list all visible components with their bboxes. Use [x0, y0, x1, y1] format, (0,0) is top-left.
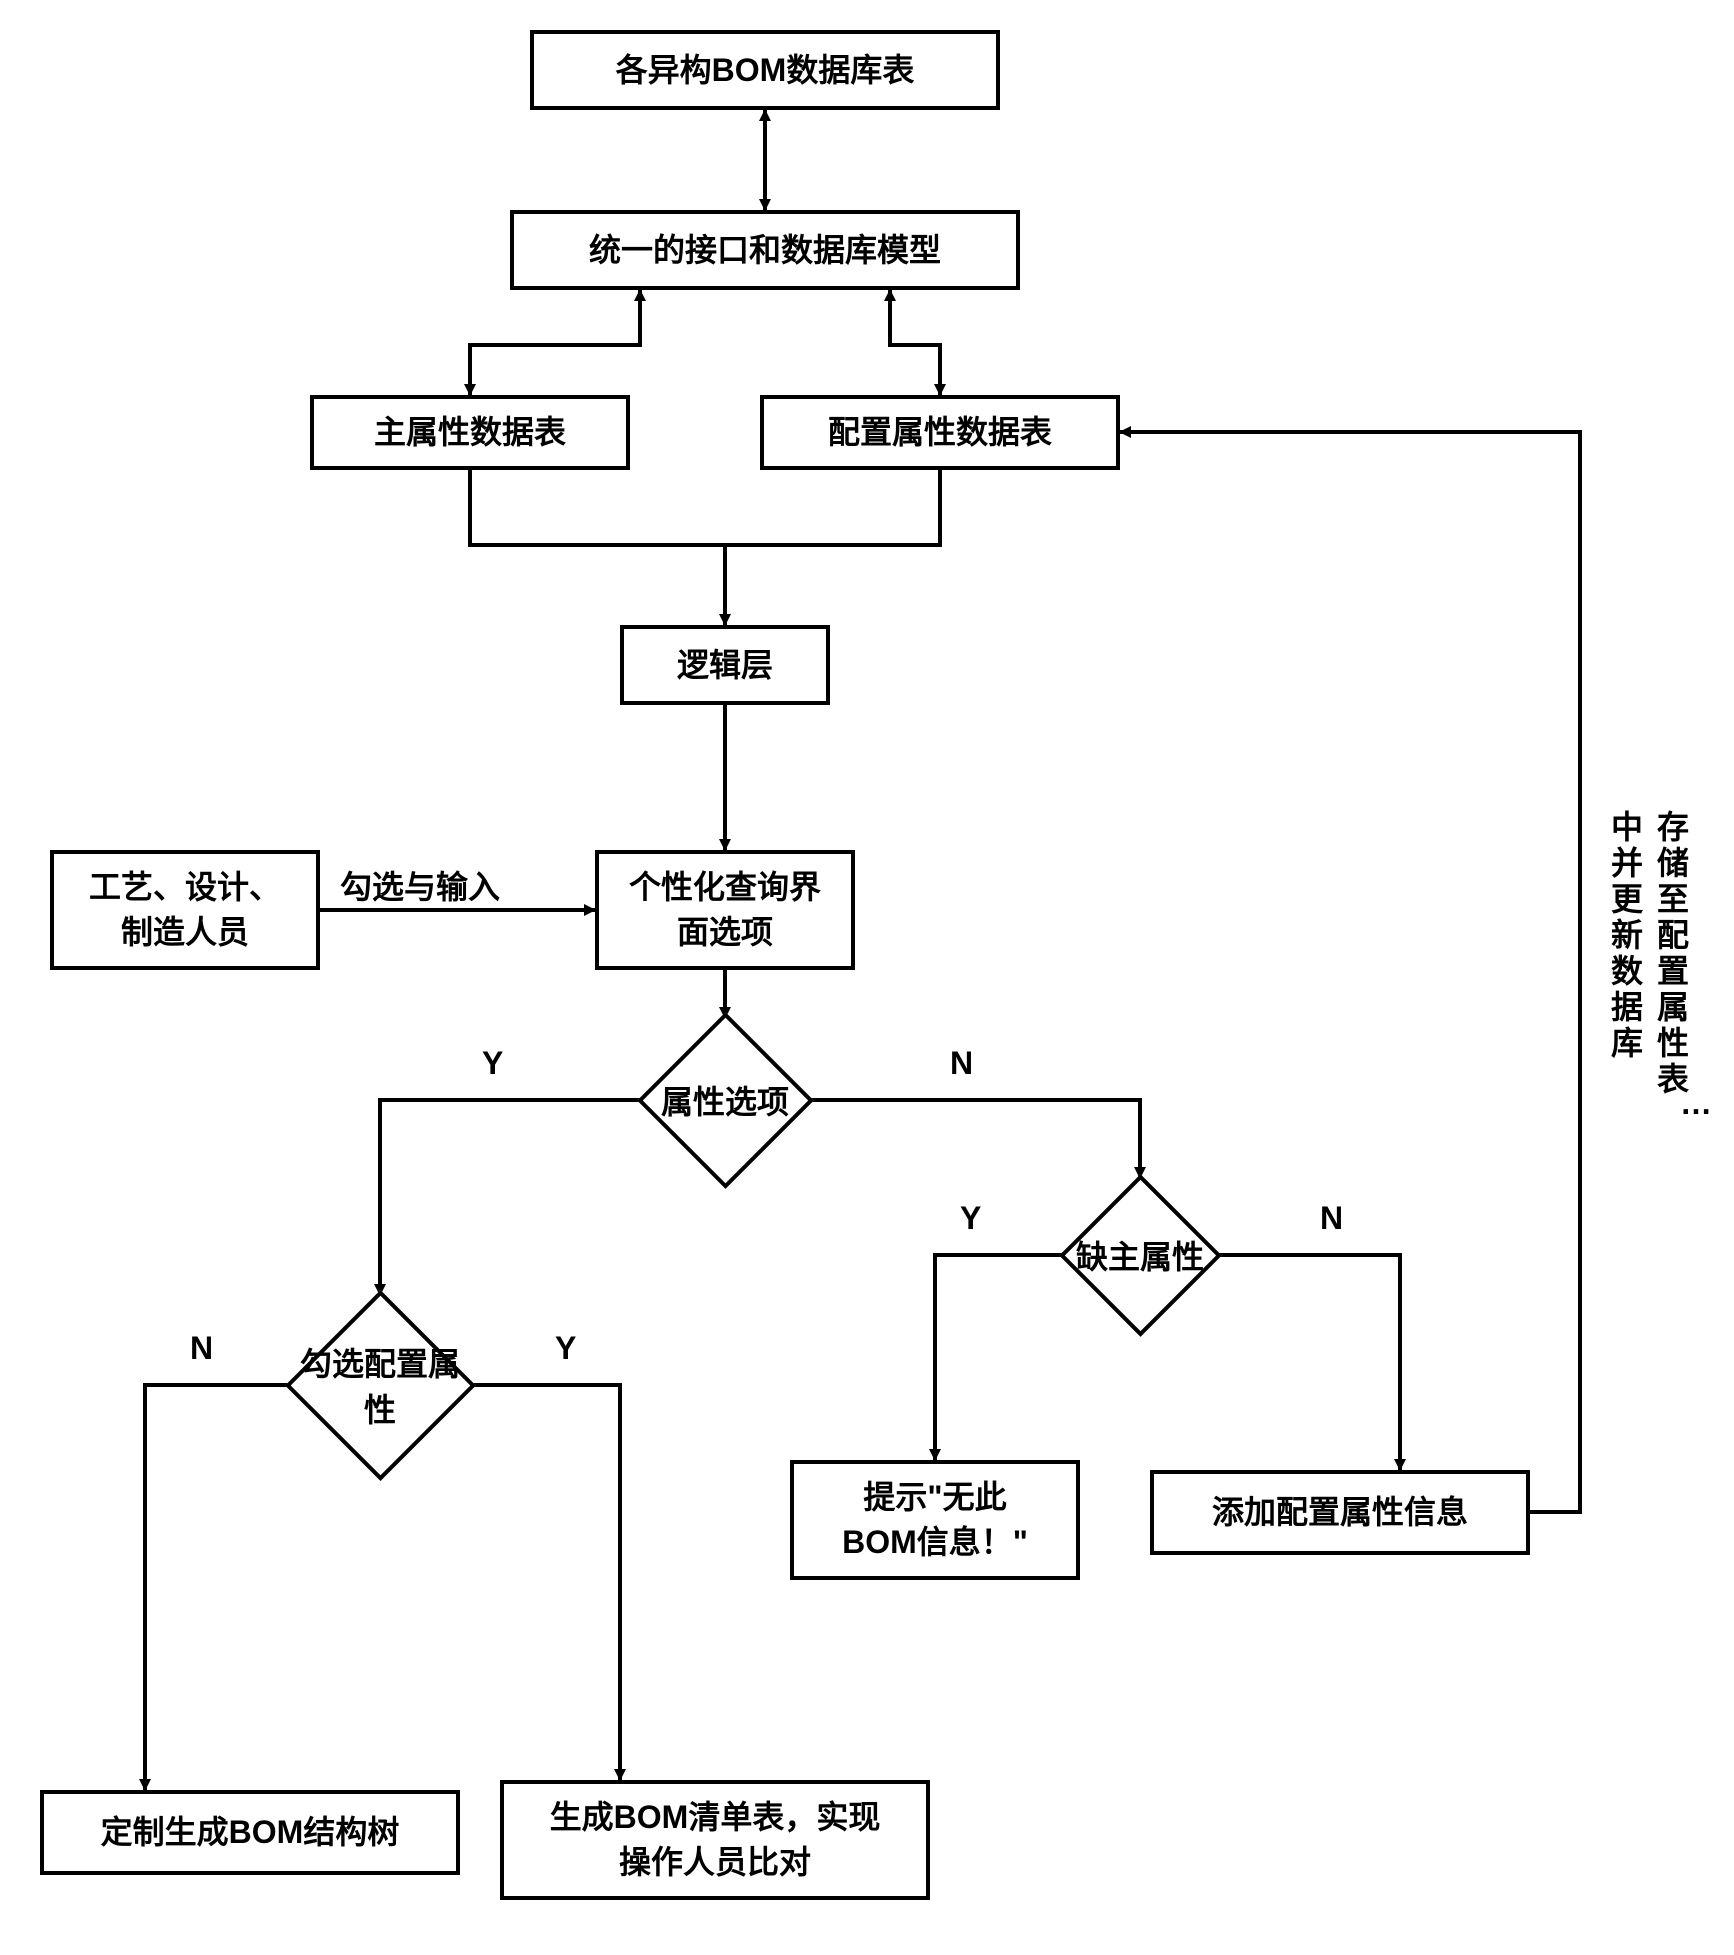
label-l_n1: N [950, 1045, 973, 1082]
node-n5: 逻辑层 [620, 625, 830, 705]
node-n7: 个性化查询界 面选项 [595, 850, 855, 970]
node-n8: 提示"无此 BOM信息！" [790, 1460, 1080, 1580]
label-l_y3: Y [555, 1330, 576, 1367]
label-l_n2: N [1320, 1200, 1343, 1237]
node-n2: 统一的接口和数据库模型 [510, 210, 1020, 290]
diamond-d2 [1059, 1174, 1222, 1337]
label-l_feedback: 存储至配置属性表 中并更新数据库 [1602, 810, 1694, 1098]
label-l_y2: Y [960, 1200, 981, 1237]
label-l_dots: … [1680, 1085, 1712, 1122]
diamond-d3 [285, 1290, 476, 1481]
diamond-d1 [637, 1012, 814, 1189]
node-n1: 各异构BOM数据库表 [530, 30, 1000, 110]
flowchart-edges [0, 0, 1734, 1955]
label-l_y1: Y [482, 1045, 503, 1082]
node-n4: 配置属性数据表 [760, 395, 1120, 470]
node-n11: 生成BOM清单表，实现 操作人员比对 [500, 1780, 930, 1900]
node-n10: 定制生成BOM结构树 [40, 1790, 460, 1875]
node-n3: 主属性数据表 [310, 395, 630, 470]
label-l_n3: N [190, 1330, 213, 1367]
node-n9: 添加配置属性信息 [1150, 1470, 1530, 1555]
node-n6: 工艺、设计、 制造人员 [50, 850, 320, 970]
label-l_input: 勾选与输入 [340, 862, 500, 908]
